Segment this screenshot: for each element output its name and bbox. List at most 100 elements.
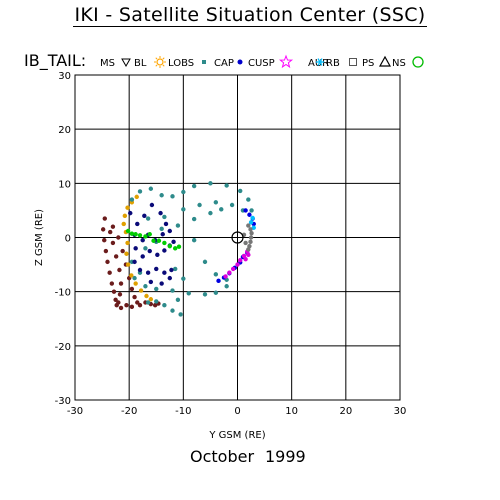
data-point-cap	[158, 210, 163, 216]
y-tick-label: -10	[55, 288, 71, 299]
data-point-bl	[134, 194, 139, 200]
series-ps	[241, 223, 254, 252]
data-point-ms	[116, 300, 121, 305]
legend-label: MS	[100, 58, 115, 69]
data-point-ms	[124, 303, 129, 308]
data-point-cusp	[216, 278, 221, 284]
data-point-cap	[133, 246, 138, 251]
data-point-lobs	[249, 208, 254, 213]
y-axis-title: Z GSM (RE)	[34, 209, 45, 266]
data-point-ms	[102, 238, 107, 243]
data-point-lobs	[162, 214, 167, 220]
data-point-bl	[138, 288, 144, 293]
data-point-lobs	[197, 202, 202, 208]
y-tick-label: 20	[58, 125, 71, 136]
data-point-ms	[118, 281, 124, 286]
data-point-ms	[108, 229, 113, 235]
legend-marker-circle	[412, 56, 424, 68]
footer-year: 1999	[265, 447, 306, 466]
legend-item-ps: PS	[362, 55, 392, 69]
legend-marker-asterisk	[317, 58, 323, 66]
data-point-ps	[246, 247, 251, 252]
data-point-lobs	[208, 210, 213, 216]
data-point-ns	[167, 243, 172, 249]
data-point-cap	[137, 267, 143, 273]
data-point-bl	[133, 281, 138, 286]
x-tick-label: -30	[67, 406, 83, 417]
data-point-lobs	[170, 288, 175, 293]
legend-item-cap: CAP	[214, 58, 243, 69]
legend-label: NS	[392, 58, 406, 69]
data-point-bl	[144, 293, 149, 299]
legend-heading: IB_TAIL:	[24, 51, 86, 71]
y-tick-label: 30	[58, 71, 71, 82]
data-point-ms	[120, 248, 125, 254]
data-point-lobs	[181, 276, 186, 281]
data-point-ns	[173, 246, 178, 251]
footer-month: October	[190, 447, 254, 466]
legend-label: RB	[326, 58, 340, 69]
data-point-lobs	[229, 202, 235, 208]
legend-marker-small-square	[202, 60, 206, 64]
data-point-bl	[125, 240, 130, 246]
data-point-cap	[132, 259, 137, 265]
data-point-ns	[156, 238, 162, 243]
series-lobs	[129, 181, 254, 317]
data-point-lobs	[143, 284, 148, 289]
data-point-ns	[129, 231, 135, 236]
data-point-cap	[140, 238, 145, 243]
data-point-aur	[223, 274, 228, 279]
data-point-lobs	[129, 197, 135, 202]
data-point-lobs	[132, 275, 137, 281]
data-point-ms	[102, 216, 107, 221]
data-point-ms	[135, 300, 140, 305]
data-point-ps	[248, 239, 253, 245]
data-point-lobs	[145, 300, 151, 305]
plot-frame	[74, 74, 401, 401]
data-point-ms	[110, 224, 116, 229]
legend-label: PS	[362, 58, 374, 69]
data-point-ps	[249, 230, 254, 236]
data-point-ns	[125, 228, 131, 234]
legend-label: CAP	[214, 58, 234, 69]
data-point-lobs	[173, 266, 178, 272]
data-point-lobs	[159, 193, 164, 198]
data-point-bl	[124, 251, 129, 256]
legend-item-ms: MS	[100, 58, 131, 69]
data-point-bl	[129, 273, 134, 278]
chart-title: IKI - Satellite Situation Center (SSC)	[72, 4, 428, 27]
data-point-aur	[246, 252, 251, 258]
data-point-lobs	[224, 284, 229, 289]
legend-item-ns: NS	[392, 56, 424, 69]
data-point-lobs	[143, 246, 148, 251]
series-rb	[248, 215, 256, 230]
data-point-cap	[160, 232, 165, 237]
x-tick-label: 0	[234, 406, 240, 417]
data-point-cap	[128, 210, 133, 216]
data-point-ns	[151, 238, 156, 243]
legend-label: BL	[134, 58, 147, 69]
data-point-ps	[248, 235, 254, 240]
data-point-lobs	[175, 223, 181, 228]
data-point-lobs	[191, 183, 197, 189]
data-point-lobs	[154, 299, 159, 304]
data-point-lobs	[186, 291, 191, 296]
x-tick-label: 30	[394, 406, 407, 417]
series-bl	[121, 194, 154, 302]
data-point-ns	[162, 240, 167, 246]
data-point-ns	[147, 232, 152, 237]
data-point-ps	[246, 223, 251, 228]
data-point-lobs	[208, 181, 213, 186]
data-point-lobs	[154, 286, 159, 292]
data-point-cap	[162, 270, 167, 275]
data-point-bl	[125, 205, 130, 210]
data-points	[100, 181, 256, 317]
data-point-rb	[248, 220, 254, 225]
data-point-ms	[113, 297, 118, 302]
x-tick-label: 20	[339, 406, 352, 417]
data-point-lobs	[175, 297, 181, 302]
data-point-ns	[133, 232, 138, 237]
legend-item-cusp: CUSP	[248, 54, 294, 69]
data-point-cusp	[247, 212, 252, 217]
